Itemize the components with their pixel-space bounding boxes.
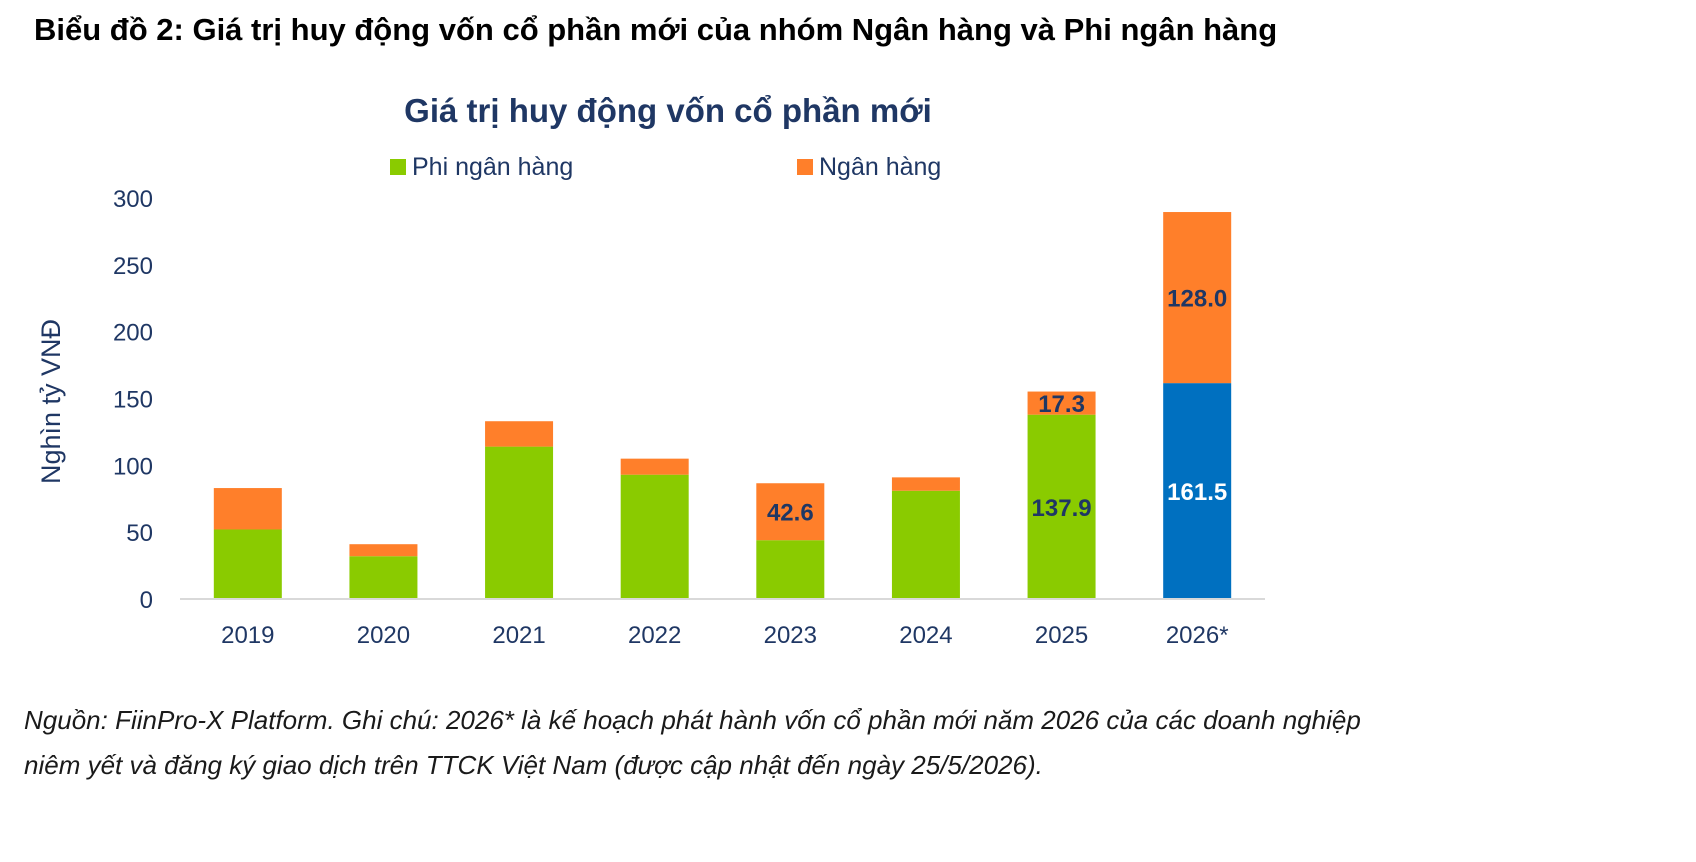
- y-axis-label: Nghìn tỷ VNĐ: [36, 319, 66, 484]
- bar-non-bank: [1163, 383, 1232, 599]
- x-tick-label: 2026*: [1166, 622, 1229, 649]
- y-tick-label: 100: [113, 453, 153, 480]
- bar-bank: [213, 488, 282, 530]
- x-tick-label: 2020: [357, 622, 410, 649]
- x-tick-label: 2025: [1035, 622, 1088, 649]
- y-tick-label: 300: [113, 186, 153, 213]
- bar-non-bank: [349, 556, 418, 599]
- x-tick-label: 2022: [628, 622, 681, 649]
- bar-bank: [485, 421, 554, 447]
- data-label: 137.9: [1032, 495, 1092, 522]
- bar-non-bank: [756, 540, 825, 599]
- bar-bank: [756, 483, 825, 541]
- stacked-bar-chart: Giá trị huy động vốn cổ phần mới Phi ngân…: [36, 92, 1265, 649]
- bar-non-bank: [1027, 414, 1096, 599]
- legend-swatch-0: [390, 159, 406, 175]
- y-tick-label: 0: [140, 587, 153, 614]
- bar-bank: [1027, 391, 1096, 415]
- source-note-line-1: Nguồn: FiinPro-X Platform. Ghi chú: 2026…: [24, 705, 1361, 735]
- legend-swatch-1: [797, 159, 813, 175]
- bar-bank: [891, 477, 960, 491]
- data-label: 42.6: [767, 500, 814, 527]
- data-label: 128.0: [1167, 286, 1227, 313]
- source-note-line-2: niêm yết và đăng ký giao dịch trên TTCK …: [24, 750, 1043, 780]
- bar-bank: [349, 544, 418, 557]
- figure-heading: Biểu đồ 2: Giá trị huy động vốn cổ phần …: [34, 12, 1278, 47]
- bar-bank: [620, 458, 689, 475]
- x-tick-label: 2019: [221, 622, 274, 649]
- y-tick-label: 150: [113, 387, 153, 414]
- bar-non-bank: [891, 490, 960, 599]
- bar-non-bank: [213, 529, 282, 599]
- y-tick-label: 250: [113, 253, 153, 280]
- bar-bank: [1163, 212, 1232, 384]
- x-tick-label: 2021: [492, 622, 545, 649]
- y-tick-label: 50: [126, 520, 153, 547]
- chart-title: Giá trị huy động vốn cổ phần mới: [404, 92, 932, 129]
- legend-label-1: Ngân hàng: [819, 153, 941, 181]
- bar-non-bank: [485, 446, 554, 599]
- y-tick-label: 200: [113, 320, 153, 347]
- data-label: 17.3: [1038, 391, 1085, 418]
- bar-non-bank: [620, 474, 689, 599]
- x-tick-label: 2024: [899, 622, 952, 649]
- legend-label-0: Phi ngân hàng: [412, 153, 573, 181]
- x-tick-label: 2023: [764, 622, 817, 649]
- data-label: 161.5: [1167, 479, 1227, 506]
